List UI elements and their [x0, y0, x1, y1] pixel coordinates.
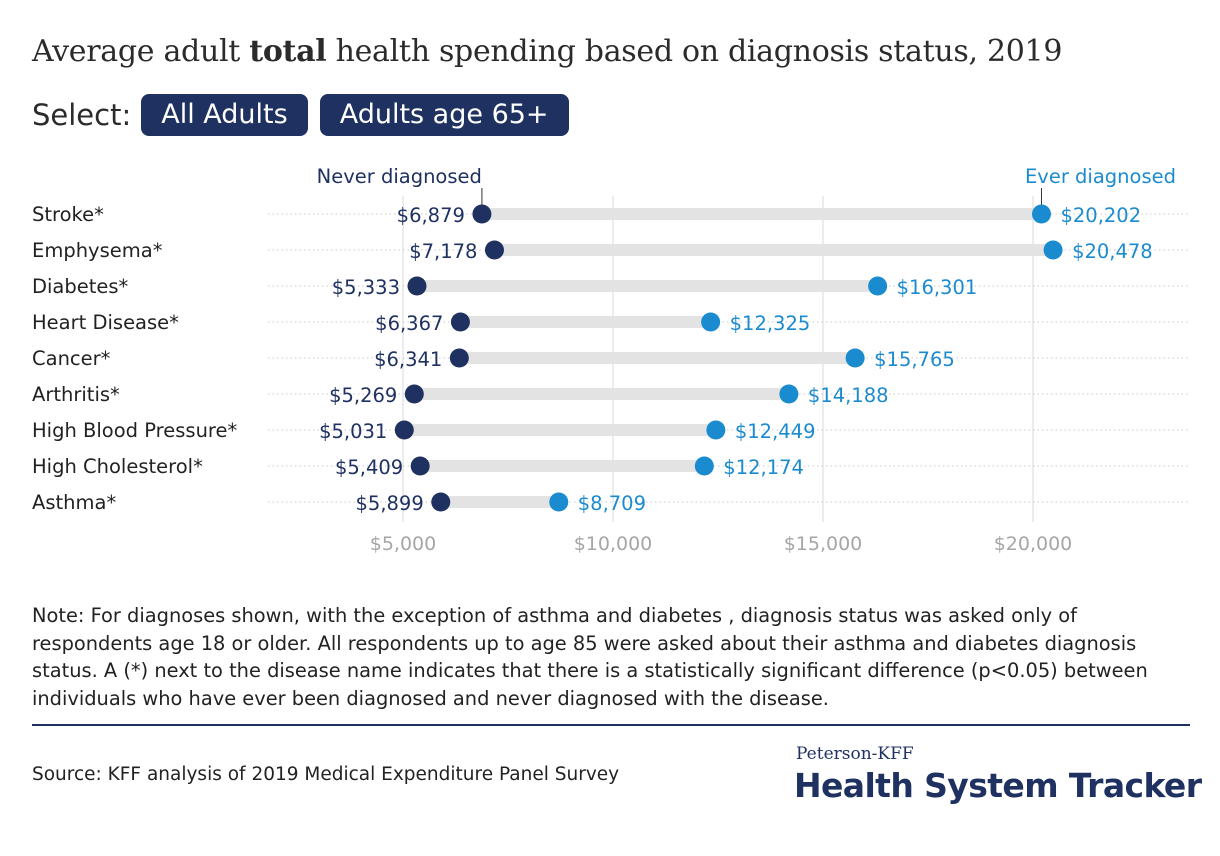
ever-point-6	[706, 420, 726, 440]
ever-value-label-4: $15,765	[874, 348, 955, 371]
legend-never-diagnosed: Never diagnosed	[317, 165, 482, 188]
never-point-3	[450, 312, 470, 332]
never-value-label-8: $5,899	[356, 492, 424, 515]
never-point-5	[404, 384, 424, 404]
legend-ever-diagnosed: Ever diagnosed	[1025, 165, 1176, 188]
ever-point-8	[549, 492, 569, 512]
category-label-1: Emphysema*	[32, 239, 163, 262]
category-label-5: Arthritis*	[32, 383, 120, 406]
category-label-8: Asthma*	[32, 491, 116, 514]
ever-point-7	[694, 456, 714, 476]
category-label-6: High Blood Pressure*	[32, 419, 238, 442]
never-point-7	[410, 456, 430, 476]
ever-value-label-0: $20,202	[1060, 204, 1141, 227]
connector-bar-1	[494, 244, 1054, 256]
connector-bar-5	[414, 388, 789, 400]
never-point-1	[484, 240, 504, 260]
never-value-label-2: $5,333	[332, 276, 400, 299]
brand-peterson-kff: Peterson-KFF	[796, 744, 914, 764]
category-label-7: High Cholesterol*	[32, 455, 203, 478]
category-label-3: Heart Disease*	[32, 311, 179, 334]
never-value-label-6: $5,031	[319, 420, 387, 443]
category-label-4: Cancer*	[32, 347, 111, 370]
never-value-label-1: $7,178	[409, 240, 477, 263]
ever-point-4	[845, 348, 865, 368]
x-tick-label-3: $20,000	[994, 533, 1073, 555]
title-prefix: Average adult	[32, 34, 250, 69]
connector-bar-4	[459, 352, 856, 364]
never-value-label-7: $5,409	[335, 456, 403, 479]
ever-point-0	[1031, 204, 1051, 224]
never-point-0	[472, 204, 492, 224]
ever-value-label-5: $14,188	[808, 384, 889, 407]
never-point-4	[449, 348, 469, 368]
adults-65-button[interactable]: Adults age 65+	[319, 94, 569, 136]
brand-health-system-tracker[interactable]: Health System Tracker	[794, 766, 1202, 805]
connector-bar-8	[440, 496, 559, 508]
never-point-2	[407, 276, 427, 296]
connector-bar-6	[404, 424, 716, 436]
never-value-label-4: $6,341	[374, 348, 442, 371]
ever-value-label-2: $16,301	[897, 276, 978, 299]
chart-note: Note: For diagnoses shown, with the exce…	[32, 604, 1148, 710]
source-text: Source: KFF analysis of 2019 Medical Exp…	[32, 764, 620, 785]
ever-point-2	[868, 276, 888, 296]
ever-value-label-1: $20,478	[1072, 240, 1153, 263]
connector-bar-0	[481, 208, 1042, 220]
connector-bar-3	[460, 316, 711, 328]
never-value-label-3: $6,367	[375, 312, 443, 335]
ever-value-label-3: $12,325	[730, 312, 811, 335]
connector-bar-2	[416, 280, 878, 292]
ever-point-3	[701, 312, 721, 332]
title-suffix: health spending based on diagnosis statu…	[326, 34, 1063, 69]
connector-bar-7	[420, 460, 705, 472]
never-value-label-5: $5,269	[329, 384, 397, 407]
category-label-0: Stroke*	[32, 203, 104, 226]
select-row: Select: All Adults Adults age 65+	[32, 92, 581, 138]
all-adults-button[interactable]: All Adults	[141, 94, 308, 136]
never-point-6	[394, 420, 414, 440]
ever-point-5	[779, 384, 799, 404]
category-label-2: Diabetes*	[32, 275, 129, 298]
ever-point-1	[1043, 240, 1063, 260]
divider	[32, 724, 1190, 726]
never-point-8	[431, 492, 451, 512]
dumbbell-chart: Never diagnosed Ever diagnosed Stroke* $6,8…	[32, 165, 1190, 555]
select-label: Select:	[32, 98, 132, 132]
x-tick-label-1: $10,000	[574, 533, 653, 555]
chart-title: Average adult total health spending base…	[32, 34, 1062, 69]
x-tick-label-2: $15,000	[784, 533, 863, 555]
ever-value-label-6: $12,449	[735, 420, 816, 443]
ever-value-label-8: $8,709	[578, 492, 646, 515]
x-tick-label-0: $5,000	[370, 533, 436, 555]
never-value-label-0: $6,879	[397, 204, 465, 227]
ever-value-label-7: $12,174	[723, 456, 804, 479]
title-bold: total	[249, 34, 327, 69]
